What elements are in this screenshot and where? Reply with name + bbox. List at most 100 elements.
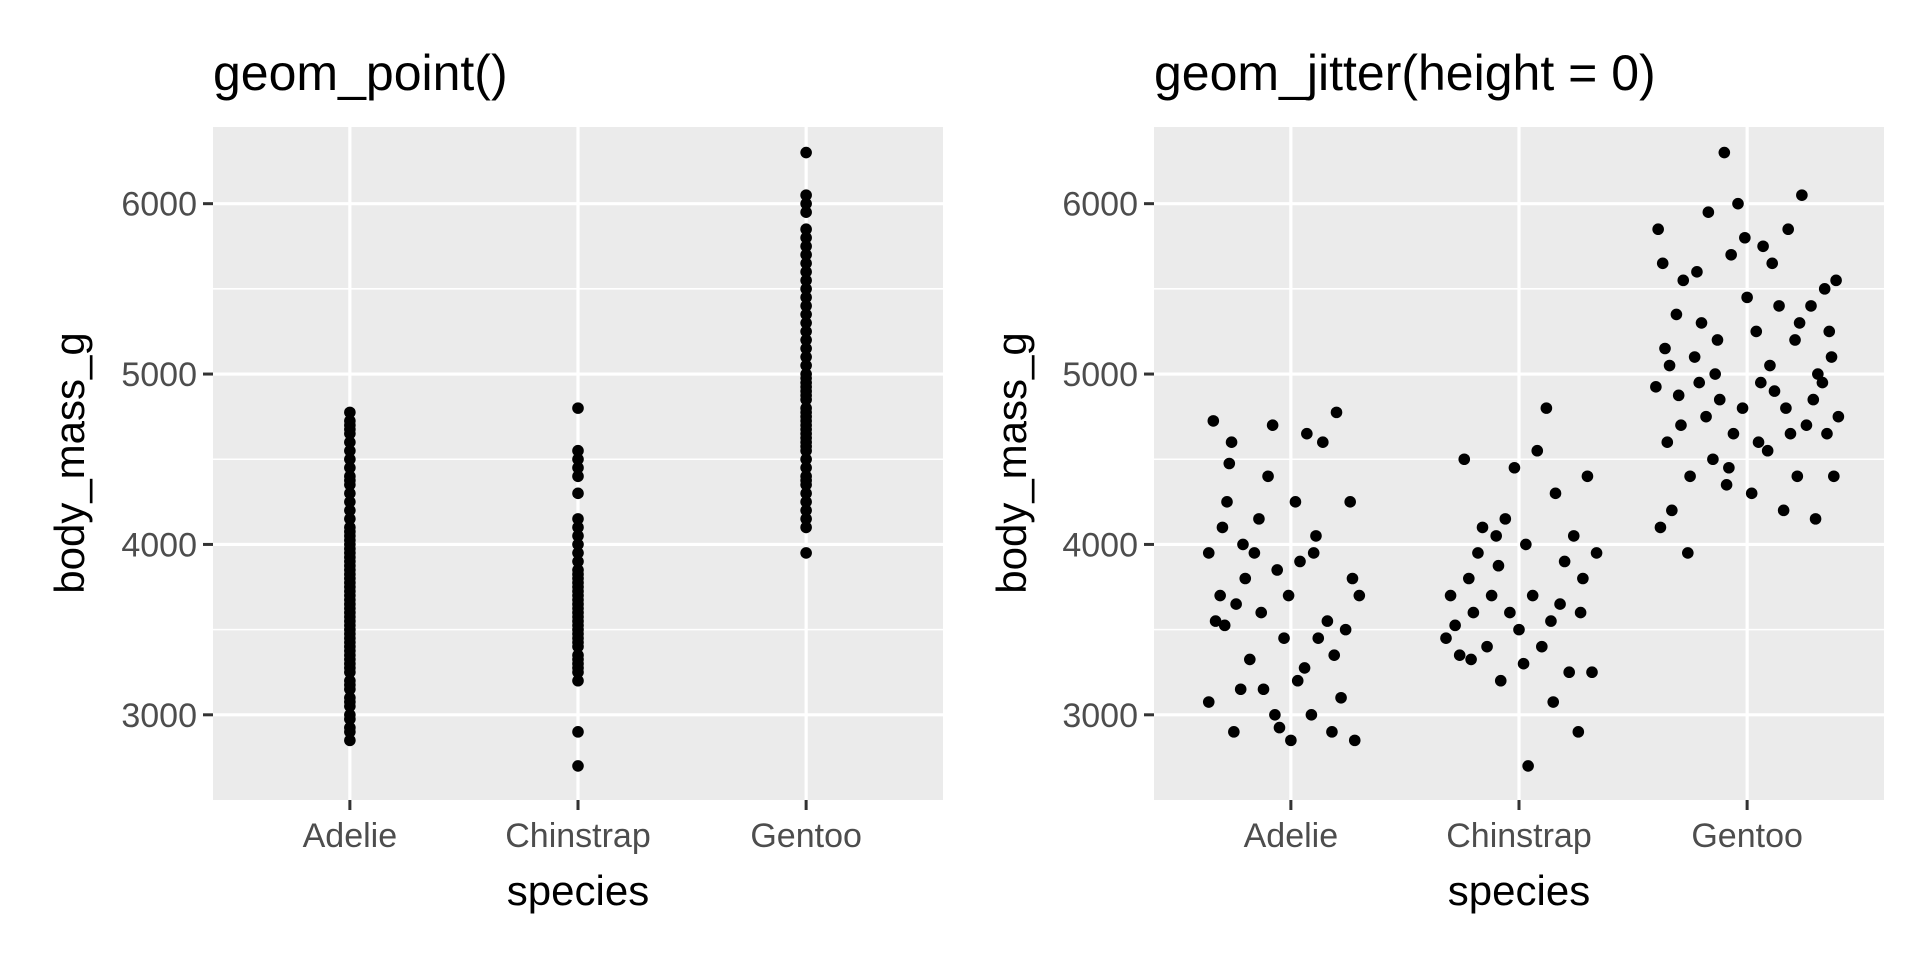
data-point xyxy=(1257,683,1270,696)
data-point xyxy=(800,223,812,236)
data-point xyxy=(1549,487,1562,500)
data-point xyxy=(1739,231,1751,244)
data-point xyxy=(1752,436,1765,449)
data-point xyxy=(800,317,812,329)
data-point xyxy=(1745,487,1758,500)
data-point xyxy=(1328,649,1341,661)
x-tick-label: Gentoo xyxy=(750,817,862,855)
data-point xyxy=(800,496,812,508)
x-tick-label: Adelie xyxy=(1244,817,1339,855)
y-tick-label: 4000 xyxy=(1062,526,1138,564)
axes: 3000 4000 5000 6000 Adelie Chinstrap Gentoo xyxy=(121,186,862,855)
x-tick-label: Chinstrap xyxy=(1446,817,1592,855)
data-point xyxy=(344,496,356,508)
data-point xyxy=(1463,572,1475,585)
data-point xyxy=(1773,300,1785,312)
data-point xyxy=(1472,547,1484,559)
data-point xyxy=(1652,223,1664,236)
data-point xyxy=(1289,496,1302,508)
data-point xyxy=(1784,427,1797,440)
data-point xyxy=(1821,427,1833,440)
data-point xyxy=(1234,683,1247,696)
data-point xyxy=(800,146,812,159)
data-point xyxy=(1764,359,1776,372)
x-axis-label: species xyxy=(507,867,649,914)
data-point xyxy=(1766,257,1779,270)
y-tick-label: 5000 xyxy=(1062,356,1138,394)
data-point xyxy=(1666,504,1678,517)
data-point xyxy=(1467,606,1480,619)
data-point xyxy=(572,453,584,466)
data-point xyxy=(1711,334,1724,346)
data-point xyxy=(1310,530,1322,542)
data-point xyxy=(1273,721,1286,734)
data-point xyxy=(1796,189,1808,201)
data-point xyxy=(1654,521,1667,534)
data-point xyxy=(1202,696,1215,708)
data-point xyxy=(1823,325,1836,338)
data-point xyxy=(1209,615,1222,627)
y-tick-label: 6000 xyxy=(1062,186,1138,224)
data-point xyxy=(1793,317,1806,329)
data-point xyxy=(1780,402,1792,414)
data-point xyxy=(1485,589,1498,602)
data-point xyxy=(1661,436,1674,449)
data-point xyxy=(344,453,356,466)
data-point xyxy=(800,300,812,312)
data-point xyxy=(1248,547,1261,559)
data-point xyxy=(1312,632,1325,644)
data-point xyxy=(1490,530,1502,542)
data-point xyxy=(344,470,356,483)
y-tick-label: 6000 xyxy=(121,186,197,224)
data-point xyxy=(1572,726,1585,738)
x-tick-label: Chinstrap xyxy=(505,817,651,855)
data-point xyxy=(1650,381,1662,393)
data-point xyxy=(1262,470,1274,483)
data-point xyxy=(800,521,812,534)
data-point xyxy=(344,691,356,704)
data-point xyxy=(1531,444,1544,457)
data-point xyxy=(800,283,812,295)
data-point xyxy=(572,538,584,551)
y-tick-label: 3000 xyxy=(121,697,197,735)
data-point xyxy=(1330,406,1343,419)
data-point xyxy=(572,564,584,576)
plot-title: geom_jitter(height = 0) xyxy=(1154,45,1656,101)
data-point xyxy=(800,547,812,559)
data-point xyxy=(1481,640,1493,653)
data-point xyxy=(1202,547,1215,559)
data-point xyxy=(800,359,812,372)
data-point xyxy=(572,547,584,559)
data-point xyxy=(1453,649,1466,661)
data-point xyxy=(1782,223,1794,236)
data-point xyxy=(1656,257,1669,270)
data-point xyxy=(1672,389,1685,402)
data-point xyxy=(1520,538,1532,551)
plot-geom-point: geom_point() 3000 4000 5000 6000 Adelie Chins… xyxy=(46,45,943,914)
data-point xyxy=(800,334,812,346)
data-point xyxy=(1353,589,1366,602)
data-point xyxy=(1499,513,1512,525)
data-point xyxy=(572,444,584,457)
data-point xyxy=(1278,632,1290,644)
x-tick-label: Adelie xyxy=(303,817,398,855)
data-point xyxy=(572,513,584,525)
data-point xyxy=(1476,521,1489,534)
data-point xyxy=(1348,734,1361,747)
data-point xyxy=(1755,376,1767,389)
points xyxy=(344,146,812,772)
data-point xyxy=(1677,274,1690,287)
data-point xyxy=(1825,351,1838,363)
data-point xyxy=(1757,240,1769,253)
y-axis-label: body_mass_g xyxy=(988,332,1035,594)
data-point xyxy=(1305,709,1318,721)
data-point xyxy=(1832,410,1845,423)
data-point xyxy=(1547,696,1560,708)
data-point xyxy=(1830,274,1842,287)
data-point xyxy=(1291,674,1304,687)
data-point xyxy=(1517,657,1530,670)
data-point xyxy=(344,436,356,449)
data-point xyxy=(1768,385,1781,397)
data-point xyxy=(344,444,356,457)
data-point xyxy=(1207,415,1220,427)
